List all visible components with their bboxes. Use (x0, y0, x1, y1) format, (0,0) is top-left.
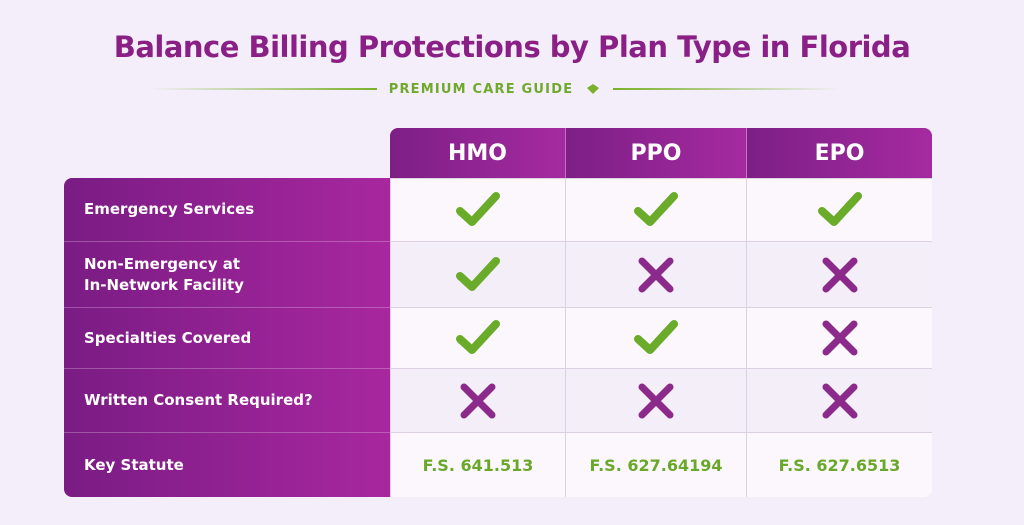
cell: F.S. 627.6513 (746, 432, 932, 497)
title: Balance Billing Protections by Plan Type… (113, 30, 911, 64)
cell (390, 178, 565, 241)
cell (746, 307, 932, 368)
statute: F.S. 641.513 (422, 455, 534, 475)
check-icon (817, 192, 862, 226)
corner (64, 128, 390, 178)
icon (587, 84, 600, 94)
cell (390, 241, 565, 307)
row-label: Specialties Covered (64, 307, 390, 368)
cross-icon (822, 383, 857, 418)
subtitle: PREMIUM CARE GUIDE (388, 81, 574, 97)
cross-icon (460, 383, 496, 418)
cell (746, 368, 932, 432)
statute: F.S. 627.64194 (589, 455, 723, 475)
cell (565, 368, 746, 432)
row-label: Emergency Services (64, 178, 390, 241)
row-label: Key Statute (64, 432, 390, 497)
cell (390, 307, 565, 368)
row-label: Written Consent Required? (64, 368, 390, 432)
divider (150, 88, 377, 90)
cell (565, 241, 746, 307)
cross-icon (638, 383, 674, 418)
cell: F.S. 627.64194 (565, 432, 746, 497)
cell (746, 178, 932, 241)
subtitle-row: PREMIUM CARE GUIDE (150, 78, 841, 100)
cell (565, 178, 746, 241)
cell (746, 241, 932, 307)
check-icon (456, 320, 500, 354)
divider (613, 88, 841, 90)
statute: F.S. 627.6513 (778, 455, 901, 475)
cross-icon (822, 320, 857, 356)
check-icon (456, 256, 500, 291)
row-label: Non-Emergency at In-Network Facility (64, 241, 390, 307)
cell (565, 307, 746, 368)
column-header: EPO (746, 128, 932, 178)
cross-icon (822, 257, 857, 292)
comparison-table: HMO PPO EPO Emergency Services Non-Emergency… (64, 128, 932, 497)
cell: F.S. 641.513 (390, 432, 565, 497)
column-header: PPO (565, 128, 746, 178)
column-header: HMO (390, 128, 565, 178)
check-icon (634, 320, 678, 354)
cell (390, 368, 565, 432)
check-icon (456, 192, 500, 226)
cross-icon (638, 257, 674, 292)
check-icon (634, 192, 678, 226)
